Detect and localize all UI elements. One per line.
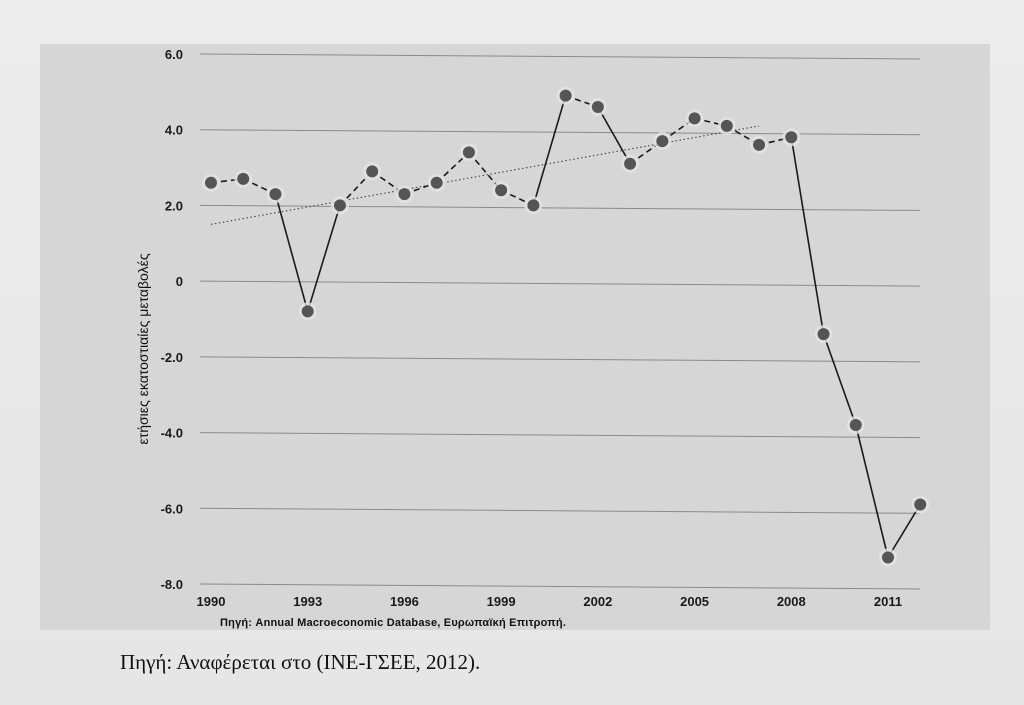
data-point xyxy=(333,199,346,212)
series-group xyxy=(210,94,921,558)
y-tick-label: 2.0 xyxy=(165,198,183,213)
data-point xyxy=(301,305,314,318)
series-segment xyxy=(790,137,825,335)
data-point xyxy=(269,188,282,201)
chart-panel: 6.0 4.0 2.0 0 -2.0 -4.0 -6.0 -8.0 1990 1993 1996 1… xyxy=(40,44,990,630)
y-tick-label: 0 xyxy=(176,274,183,289)
gridline xyxy=(199,432,921,439)
data-point xyxy=(559,89,572,102)
gridline xyxy=(199,204,921,211)
data-point xyxy=(914,498,927,511)
data-point xyxy=(591,101,604,113)
data-point xyxy=(882,551,894,564)
y-axis-title: ετήσιες εκατοστιαίες μεταβολές xyxy=(135,253,151,444)
gridline xyxy=(199,129,921,136)
data-point xyxy=(720,119,733,132)
grid-lines xyxy=(199,53,921,590)
series-segment xyxy=(854,424,889,558)
x-tick-label: 2011 xyxy=(874,594,902,609)
gridline xyxy=(199,356,921,363)
x-tick-label: 1996 xyxy=(390,594,419,609)
markers-group xyxy=(202,86,930,567)
data-point xyxy=(398,188,411,201)
figure-caption: Πηγή: Αναφέρεται στο (ΙΝΕ-ΓΣΕΕ, 2012). xyxy=(120,650,481,674)
series-segment xyxy=(436,151,470,184)
x-tick-label: 2008 xyxy=(777,594,806,609)
trend-line xyxy=(210,125,760,225)
series-segment xyxy=(274,193,309,312)
series-segment xyxy=(532,95,567,206)
data-point xyxy=(688,112,701,125)
y-tick-label: 4.0 xyxy=(165,123,183,138)
series-segment xyxy=(822,333,857,426)
data-point xyxy=(237,172,250,185)
data-point xyxy=(527,199,540,212)
series-segment xyxy=(887,504,921,558)
y-tick-labels: 6.0 4.0 2.0 0 -2.0 -4.0 -6.0 -8.0 xyxy=(161,47,183,592)
chart-source-note: Πηγή: Annual Macroeconomic Database, Ευρ… xyxy=(220,617,566,629)
data-point xyxy=(656,135,669,148)
y-tick-label: -6.0 xyxy=(161,501,183,516)
data-point xyxy=(785,131,798,144)
data-point xyxy=(849,419,862,431)
data-point xyxy=(624,157,637,170)
trend-line-group xyxy=(210,125,760,225)
series-segment xyxy=(339,170,373,206)
x-tick-label: 2002 xyxy=(583,594,612,609)
x-tick-label: 1993 xyxy=(293,594,322,609)
gridline xyxy=(199,280,921,287)
line-chart: 6.04.02.00-2.0-4.0-6.0-8.0 1990 1993 1996 1… xyxy=(135,47,930,629)
series-segment xyxy=(306,205,341,312)
gridline xyxy=(199,507,921,514)
x-tick-label: 1999 xyxy=(487,594,516,609)
data-point xyxy=(817,328,830,341)
x-tick-label: 1990 xyxy=(197,594,226,609)
y-tick-label: -2.0 xyxy=(161,350,183,365)
y-tick-label: -8.0 xyxy=(161,577,183,592)
data-point xyxy=(462,146,475,159)
gridline xyxy=(199,583,921,590)
data-point xyxy=(430,176,443,189)
y-tick-label: 6.0 xyxy=(165,47,183,62)
data-point xyxy=(205,176,217,189)
x-tick-labels: 1990 1993 1996 1999 2002 2005 2008 2011 xyxy=(197,594,903,609)
gridline xyxy=(199,53,921,60)
x-tick-label: 2005 xyxy=(680,594,709,609)
series-segment xyxy=(597,106,631,165)
data-point xyxy=(366,165,379,178)
data-point xyxy=(495,184,508,197)
data-point xyxy=(753,138,766,151)
y-tick-label: -4.0 xyxy=(161,426,183,441)
